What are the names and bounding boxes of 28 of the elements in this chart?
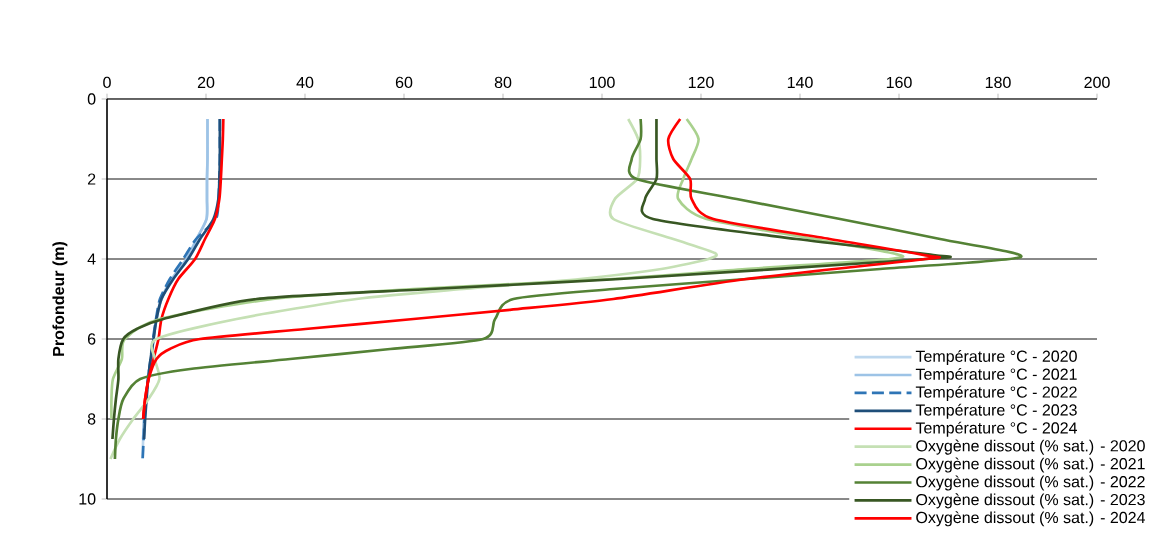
x-tick-label: 180 xyxy=(985,76,1011,89)
legend-label: Oxygène dissout (% sat.) - 2021 xyxy=(916,457,1145,473)
y-tick-label: 6 xyxy=(87,333,96,345)
x-tick-label: 200 xyxy=(1084,76,1110,89)
x-tick-label: 40 xyxy=(296,76,314,89)
legend-label: Température °C - 2021 xyxy=(915,367,1077,384)
x-tick-label: 0 xyxy=(103,76,111,89)
y-axis-title: Profondeur (m) xyxy=(52,242,68,356)
y-tick-label: 2 xyxy=(87,173,96,185)
legend-label: Température °C - 2023 xyxy=(915,403,1077,419)
x-tick-label: 80 xyxy=(494,76,512,89)
y-tick-label: 8 xyxy=(87,413,96,425)
y-tick-label: 4 xyxy=(87,253,96,265)
legend-label: Température °C - 2024 xyxy=(915,421,1078,437)
x-tick-label: 60 xyxy=(395,76,413,89)
legend-label: Oxygène dissout (% sat.) - 2020 xyxy=(916,439,1145,455)
legend-label: Oxygène dissout (% sat.) - 2023 xyxy=(916,493,1145,509)
x-tick-label: 140 xyxy=(787,76,813,89)
legend-label: Oxygène dissout (% sat.) - 2024 xyxy=(916,511,1146,527)
x-tick-label: 100 xyxy=(589,76,615,89)
legend-label: Oxygène dissout (% sat.) - 2022 xyxy=(916,475,1145,491)
y-tick-label: 10 xyxy=(79,493,96,505)
legend-label: Température °C - 2022 xyxy=(915,385,1077,401)
y-tick-label: 0 xyxy=(87,93,96,105)
x-tick-label: 160 xyxy=(886,76,912,89)
x-tick-label: 120 xyxy=(688,76,714,89)
legend-label: Température °C - 2020 xyxy=(915,350,1077,366)
x-tick-label: 20 xyxy=(197,76,215,89)
